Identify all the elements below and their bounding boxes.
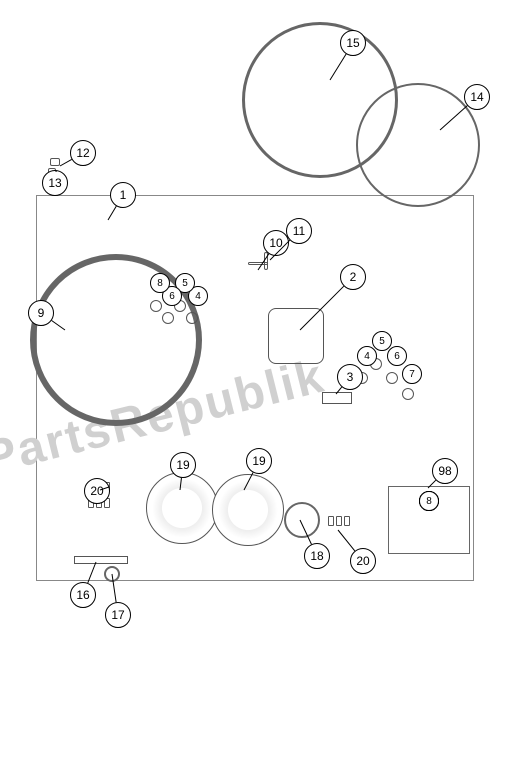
part-axle-16 — [74, 556, 128, 564]
callout-4[interactable]: 4 — [357, 346, 377, 366]
part-disc-19a — [146, 472, 218, 544]
callout-10[interactable]: 10 — [263, 230, 289, 256]
callout-20[interactable]: 20 — [84, 478, 110, 504]
callout-1[interactable]: 1 — [110, 182, 136, 208]
callout-11[interactable]: 11 — [286, 218, 312, 244]
callout-19[interactable]: 19 — [246, 448, 272, 474]
part-screw-12 — [50, 158, 60, 166]
leader-line — [60, 159, 72, 166]
part-abs-ring-18 — [284, 502, 320, 538]
part-bolts-20b — [328, 516, 350, 526]
callout-2[interactable]: 2 — [340, 264, 366, 290]
part-rim-band-14 — [356, 83, 480, 207]
callout-13[interactable]: 13 — [42, 170, 68, 196]
callout-15[interactable]: 15 — [340, 30, 366, 56]
part-bushing-6r — [386, 372, 398, 384]
callout-3[interactable]: 3 — [337, 364, 363, 390]
parts-kit-box: 3 4 5 6 7 8 — [388, 486, 470, 554]
part-bushing-6l — [162, 312, 174, 324]
part-bushing-8l — [150, 300, 162, 312]
part-valve-11 — [264, 252, 268, 270]
part-spoke-10 — [248, 262, 268, 265]
callout-7[interactable]: 7 — [402, 364, 422, 384]
callout-14[interactable]: 14 — [464, 84, 490, 110]
part-spacer-3 — [322, 392, 352, 404]
part-bushing-4l — [186, 312, 198, 324]
part-disc-19b — [212, 474, 284, 546]
part-nut-17 — [104, 566, 120, 582]
kit-item-8: 8 — [419, 491, 439, 511]
part-bushing-7r — [402, 388, 414, 400]
callout-20[interactable]: 20 — [350, 548, 376, 574]
callout-16[interactable]: 16 — [70, 582, 96, 608]
callout-8[interactable]: 8 — [150, 273, 170, 293]
callout-18[interactable]: 18 — [304, 543, 330, 569]
callout-98[interactable]: 98 — [432, 458, 458, 484]
callout-12[interactable]: 12 — [70, 140, 96, 166]
callout-9[interactable]: 9 — [28, 300, 54, 326]
part-hub-2 — [268, 308, 324, 364]
callout-17[interactable]: 17 — [105, 602, 131, 628]
callout-19[interactable]: 19 — [170, 452, 196, 478]
callout-6[interactable]: 6 — [387, 346, 407, 366]
